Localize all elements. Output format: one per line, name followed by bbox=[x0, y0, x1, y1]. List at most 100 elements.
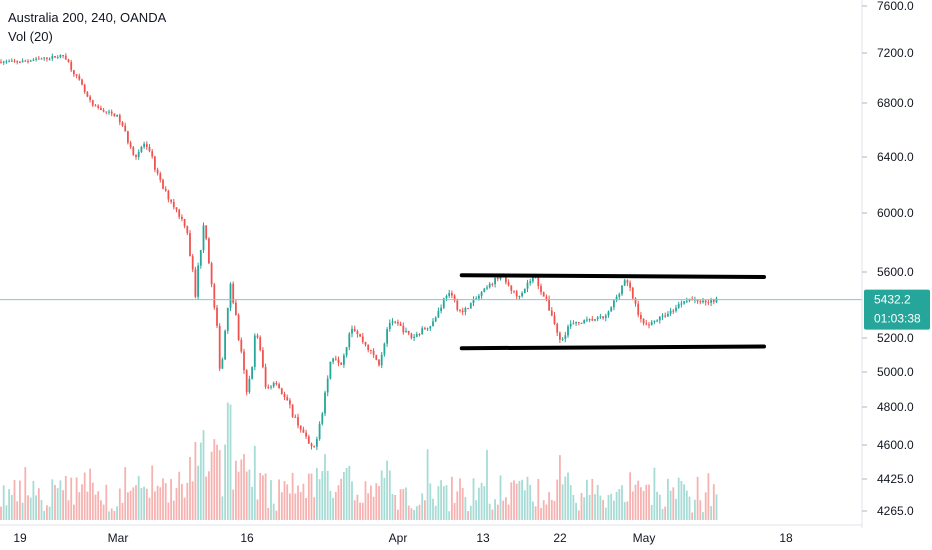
candle bbox=[35, 56, 37, 62]
volume-bar bbox=[550, 499, 553, 520]
candle bbox=[405, 327, 407, 333]
volume-bar bbox=[62, 490, 64, 520]
candle bbox=[640, 311, 642, 323]
volume-bar bbox=[127, 492, 129, 520]
candle bbox=[364, 341, 367, 347]
candle bbox=[83, 83, 86, 94]
candle bbox=[19, 60, 21, 64]
resistance-trendline[interactable] bbox=[459, 273, 766, 279]
candle bbox=[685, 297, 688, 304]
candle bbox=[483, 287, 486, 293]
candle bbox=[615, 294, 618, 303]
volume-bar bbox=[46, 505, 48, 520]
candle bbox=[154, 155, 156, 173]
candle bbox=[97, 104, 100, 110]
candle bbox=[702, 297, 704, 304]
y-tick-label: 7200.0 bbox=[877, 46, 914, 60]
candle bbox=[226, 307, 229, 334]
volume-bar bbox=[2, 485, 5, 520]
volume-bar bbox=[286, 484, 289, 520]
volume-bar bbox=[464, 497, 467, 520]
candle bbox=[283, 391, 286, 401]
candle bbox=[407, 330, 410, 336]
volume-bar bbox=[534, 506, 537, 520]
bar-countdown: 01:03:38 bbox=[874, 312, 921, 326]
volume-bar bbox=[24, 467, 27, 520]
candle bbox=[469, 302, 472, 309]
volume-bar bbox=[129, 490, 132, 520]
candle bbox=[515, 290, 518, 300]
candle bbox=[537, 275, 540, 290]
candle bbox=[332, 357, 334, 365]
volume-bar bbox=[334, 492, 337, 520]
support-trendline[interactable] bbox=[459, 344, 766, 351]
volume-bar bbox=[483, 486, 486, 520]
x-tick-label: 18 bbox=[779, 531, 793, 545]
candle bbox=[367, 344, 370, 353]
candle bbox=[680, 300, 683, 308]
candle bbox=[51, 53, 54, 62]
volume-bar bbox=[332, 497, 334, 520]
volume-bar bbox=[626, 501, 629, 520]
candle bbox=[294, 414, 297, 419]
candle bbox=[591, 316, 594, 322]
candle bbox=[305, 429, 307, 439]
candle bbox=[507, 279, 510, 287]
candle bbox=[626, 279, 629, 287]
volume-bar bbox=[588, 494, 591, 520]
candle bbox=[621, 285, 623, 296]
candle bbox=[432, 317, 434, 327]
volume-bar bbox=[318, 479, 321, 520]
symbol-title[interactable]: Australia 200, 240, OANDA bbox=[8, 10, 167, 25]
candle bbox=[648, 321, 650, 329]
volume-bar bbox=[502, 500, 505, 520]
candle bbox=[402, 322, 405, 335]
volume-bar bbox=[618, 489, 621, 520]
candle bbox=[307, 434, 310, 444]
volume-bar bbox=[40, 500, 43, 520]
volume-bar bbox=[313, 497, 316, 520]
candle bbox=[440, 304, 442, 314]
volume-bar bbox=[135, 485, 137, 520]
candle bbox=[526, 279, 529, 293]
volume-bar bbox=[623, 502, 626, 520]
volume-bar bbox=[351, 481, 353, 520]
candle bbox=[434, 316, 437, 323]
volume-bar bbox=[613, 500, 615, 520]
volume-bar bbox=[361, 502, 364, 520]
candle bbox=[699, 299, 702, 305]
volume-bar bbox=[194, 441, 197, 520]
candle bbox=[110, 109, 113, 117]
volume-bar bbox=[256, 499, 259, 520]
volume-bar bbox=[683, 484, 685, 520]
y-tick-label: 6400.0 bbox=[877, 150, 914, 164]
volume-bar bbox=[513, 480, 515, 520]
volume-bar bbox=[375, 483, 378, 520]
candle bbox=[278, 382, 280, 389]
volume-bar bbox=[394, 495, 397, 520]
candle bbox=[270, 385, 272, 390]
candle bbox=[599, 313, 602, 319]
volume-bar bbox=[70, 477, 73, 520]
candle bbox=[291, 404, 294, 418]
volume-bar bbox=[326, 470, 329, 520]
y-tick-label: 5000.0 bbox=[877, 365, 914, 379]
volume-bars bbox=[0, 402, 718, 520]
candle bbox=[421, 326, 424, 335]
volume-bar bbox=[81, 484, 83, 520]
candle bbox=[637, 300, 640, 318]
volume-bar bbox=[388, 470, 391, 520]
volume-bar bbox=[453, 502, 456, 520]
volume-bar bbox=[486, 449, 488, 520]
candle bbox=[675, 304, 677, 313]
volume-bar bbox=[343, 471, 345, 520]
volume-bar bbox=[445, 485, 448, 520]
volume-indicator-label[interactable]: Vol (20) bbox=[8, 29, 53, 44]
candle bbox=[232, 281, 235, 305]
candle bbox=[297, 413, 299, 429]
volume-bar bbox=[245, 471, 248, 520]
volume-bar bbox=[399, 489, 402, 520]
candle bbox=[0, 59, 2, 64]
